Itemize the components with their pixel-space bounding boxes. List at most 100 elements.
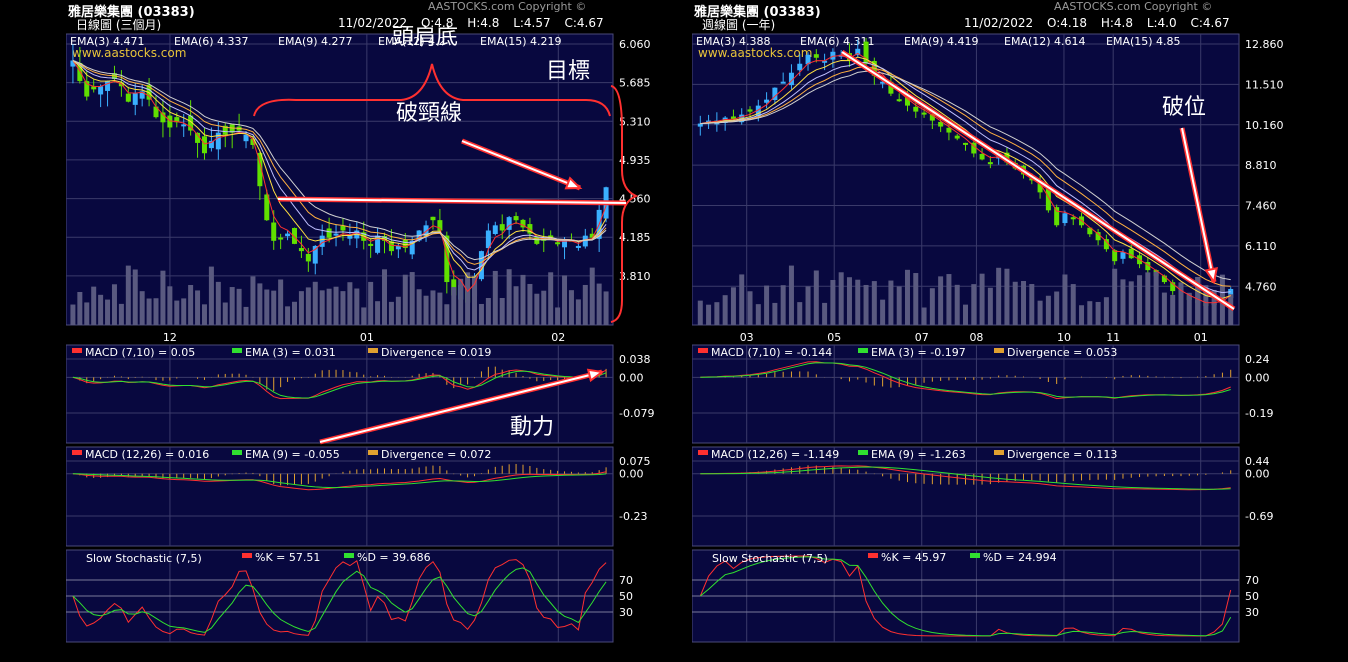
candle-body xyxy=(167,115,173,128)
date-label: 11/02/2022 xyxy=(338,16,408,30)
volume-bar xyxy=(855,279,861,325)
volume-bar xyxy=(215,281,221,325)
indicator-legend-item: MACD (7,10) = 0.05 xyxy=(85,346,195,359)
price-tick-label: 8.810 xyxy=(1245,159,1277,172)
volume-bar xyxy=(340,291,346,325)
candle-body xyxy=(153,106,159,118)
volume-bar xyxy=(963,304,968,325)
candle-body xyxy=(797,63,803,71)
x-tick-label: 01 xyxy=(360,331,374,344)
volume-bar xyxy=(132,269,138,325)
legend-swatch xyxy=(344,553,354,558)
stoch-k-line xyxy=(72,559,607,636)
volume-bar xyxy=(1004,268,1010,325)
volume-bar xyxy=(264,289,270,325)
stoch-d-line xyxy=(699,556,1232,637)
candle-body xyxy=(243,134,249,142)
candle-body xyxy=(1120,252,1126,259)
volume-bar xyxy=(764,285,770,325)
macd-12-26-panel xyxy=(692,446,1240,547)
volume-bar xyxy=(174,300,180,325)
right-weekly-chart: 雅居樂集團 (03383) AASTOCKS.com Copyright © 週… xyxy=(692,0,1317,662)
volume-bar xyxy=(987,287,993,325)
volume-bar xyxy=(1161,292,1167,325)
breakout-arrow-core xyxy=(1181,127,1215,283)
candle-body xyxy=(555,242,561,245)
watermark: www.aastocks.com xyxy=(72,46,186,60)
volume-bar xyxy=(388,301,394,325)
volume-bar xyxy=(195,290,201,325)
legend-swatch xyxy=(858,348,868,353)
volume-bar xyxy=(105,299,111,325)
volume-bar xyxy=(562,275,568,325)
candle-body xyxy=(347,235,353,239)
volume-bar xyxy=(1186,292,1192,325)
legend-swatch xyxy=(72,348,82,353)
ema-line xyxy=(72,60,607,293)
candle-body xyxy=(513,216,519,221)
candle-body xyxy=(105,81,111,91)
candle-body xyxy=(388,241,394,252)
volume-bar xyxy=(465,272,471,325)
indicator-tick-label: 0.00 xyxy=(619,468,644,481)
volume-bar xyxy=(139,291,145,325)
x-tick-label: 10 xyxy=(1057,331,1071,344)
ema-legend-item: EMA(12) 4.2 xyxy=(378,35,446,48)
indicator-legend-item: Divergence = 0.072 xyxy=(381,448,491,461)
ohlc-readout: 11/02/2022 O:4.18 H:4.8 L:4.0 C:4.67 xyxy=(964,16,1240,30)
volume-bar xyxy=(98,294,104,325)
volume-bar xyxy=(70,304,76,325)
stock-name: 雅居樂集團 (03383) xyxy=(694,5,821,20)
legend-swatch xyxy=(698,450,708,455)
ema-line xyxy=(700,52,1231,304)
volume-bar xyxy=(375,301,381,325)
volume-bar xyxy=(838,272,844,325)
low-value: L:4.0 xyxy=(1146,16,1177,30)
candle-body xyxy=(298,248,304,252)
volume-bar xyxy=(444,304,450,325)
legend-swatch xyxy=(72,450,82,455)
stock-name: 雅居樂集團 (03383) xyxy=(68,5,195,20)
volume-bar xyxy=(830,279,836,325)
volume-bar xyxy=(458,278,464,325)
price-tick-label: 4.185 xyxy=(619,231,651,244)
candle-body xyxy=(160,112,166,123)
volume-bar xyxy=(1087,301,1093,325)
volume-bar xyxy=(568,290,574,325)
volume-bar xyxy=(755,304,761,325)
ema-line xyxy=(72,60,607,265)
volume-bar xyxy=(188,284,194,325)
brace-right xyxy=(610,85,639,323)
stoch-title: Slow Stochastic (7,5) xyxy=(712,552,828,565)
watermark: www.aastocks.com xyxy=(698,46,812,60)
volume-bar xyxy=(160,270,166,325)
indicator-legend-item: EMA (3) = -0.197 xyxy=(871,346,966,359)
candle-body xyxy=(139,91,145,99)
candle-body xyxy=(506,217,512,230)
x-tick-label: 11 xyxy=(1106,331,1120,344)
volume-bar xyxy=(271,290,277,325)
volume-bar xyxy=(1211,289,1217,325)
candle-body xyxy=(1070,217,1076,220)
volume-bar xyxy=(1012,281,1018,325)
candle-body xyxy=(208,140,214,149)
volume-bar xyxy=(1195,276,1201,325)
volume-bar xyxy=(896,286,902,325)
volume-bar xyxy=(1153,271,1159,325)
downtrend-line-core xyxy=(841,51,1235,310)
volume-bar xyxy=(506,269,512,325)
volume-bar xyxy=(499,297,505,325)
candle-body xyxy=(921,112,927,115)
chart-header: 雅居樂集團 (03383) AASTOCKS.com Copyright © 日… xyxy=(66,0,691,34)
stoch-k-legend: %K = 57.51 xyxy=(255,551,320,564)
candle-body xyxy=(340,225,346,231)
stoch-tick-label: 30 xyxy=(619,606,633,619)
candle-body xyxy=(1087,227,1093,235)
macd-12-26-panel xyxy=(66,446,614,547)
candle-body xyxy=(987,162,993,165)
candle-body xyxy=(813,54,819,58)
low-value: L:4.57 xyxy=(513,16,551,30)
chart-header: 雅居樂集團 (03383) AASTOCKS.com Copyright © 週… xyxy=(692,0,1317,34)
candle-body xyxy=(1095,232,1101,241)
volume-bar xyxy=(730,287,736,325)
